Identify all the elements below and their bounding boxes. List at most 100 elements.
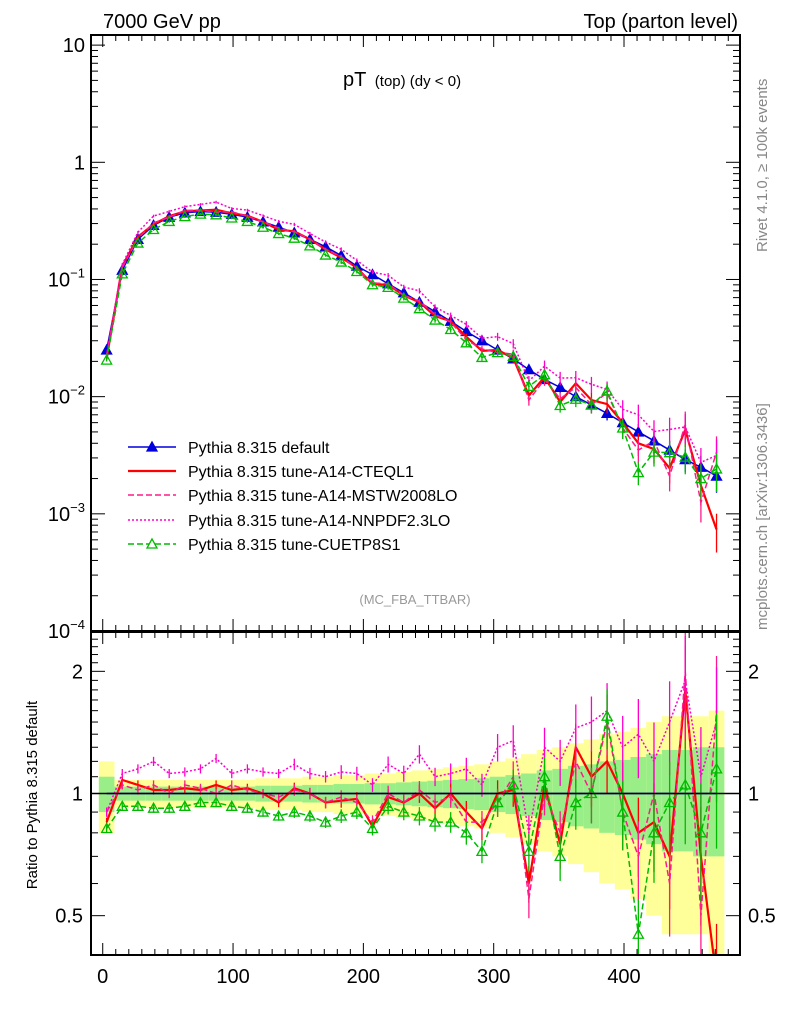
band-green [552, 768, 568, 823]
x-tick-label: 300 [477, 966, 510, 988]
ratio-point [397, 805, 410, 817]
ratio-point [147, 801, 160, 813]
legend: Pythia 8.315 default Pythia 8.315 tune-A1… [128, 440, 457, 554]
y-tick-label: 10−4 [48, 617, 85, 643]
data-point [178, 210, 191, 222]
data-point [100, 353, 113, 365]
ratio-point [694, 826, 708, 838]
data-point [585, 398, 598, 410]
ratio-point [663, 796, 676, 808]
analysis-tag: (MC_FBA_TTBAR) [359, 592, 470, 607]
ratio-point [194, 796, 207, 808]
ratio-point [507, 778, 520, 790]
y-tick-label: 10−1 [48, 265, 85, 291]
ratio-point [256, 805, 270, 817]
ratio-point [272, 809, 285, 821]
ratio-point [225, 799, 238, 811]
data-point [350, 265, 363, 277]
data-point [303, 239, 317, 251]
ratio-point [491, 796, 504, 808]
ratio-point [679, 778, 692, 790]
data-point [600, 384, 614, 396]
series-line-4 [105, 213, 717, 480]
data-point [147, 223, 160, 235]
ratio-point [569, 796, 582, 808]
data-point [475, 351, 489, 363]
data-point [116, 267, 129, 279]
ratio-point [413, 809, 426, 821]
band-green [521, 773, 537, 817]
data-point [491, 346, 504, 358]
ratio-tick-label-right: 0.5 [748, 906, 776, 928]
header-left: 7000 GeV pp [103, 11, 221, 33]
ratio-point [319, 815, 332, 827]
band-green [599, 761, 615, 833]
data-point [554, 399, 567, 411]
data-point [256, 220, 270, 232]
data-point [272, 227, 285, 239]
ratio-point [600, 709, 614, 721]
ratio-tick-label-left: 1 [72, 784, 83, 806]
ratio-point [178, 799, 191, 811]
data-point [460, 336, 473, 348]
plot-title-sub: (top) (dy < 0) [375, 73, 461, 90]
ratio-point [444, 815, 457, 827]
x-tick-label: 400 [607, 966, 640, 988]
ratio-ylabel: Ratio to Pythia 8.315 default [24, 700, 41, 889]
data-point [632, 466, 645, 478]
ratio-point [460, 826, 473, 838]
ratio-line-1 [105, 689, 715, 955]
data-point [366, 278, 379, 290]
data-point [382, 281, 395, 293]
ratio-tick-label-right: 1 [748, 784, 759, 806]
data-point [335, 255, 348, 267]
ratio-point [647, 826, 661, 838]
ratio-line-3 [105, 677, 718, 833]
ratio-point [554, 850, 567, 862]
ratio-point [522, 845, 535, 857]
rivet-label: Rivet 4.1.0, ≥ 100k events [754, 79, 771, 252]
ratio-point [382, 799, 395, 811]
data-point [663, 446, 676, 458]
main-marks [100, 200, 723, 553]
ratio-point [163, 801, 176, 813]
ratio-point [288, 805, 301, 817]
data-point [210, 208, 223, 220]
ratio-line-4 [106, 716, 718, 935]
y-tick-label: 10−2 [48, 383, 85, 409]
data-point [679, 450, 692, 462]
ratio-point [303, 809, 317, 821]
data-point [428, 313, 442, 325]
ratio-tick-label-left: 0.5 [55, 906, 83, 928]
ratio-point [100, 822, 113, 834]
ratio-point [428, 815, 442, 827]
ratio-point [210, 796, 223, 808]
plot-title-main: pT [343, 69, 366, 91]
legend-label-1: Pythia 8.315 tune-A14-CTEQL1 [188, 464, 414, 481]
data-point [241, 215, 254, 227]
x-tick-label: 0 [97, 966, 108, 988]
ratio-point [475, 845, 489, 857]
data-point [694, 472, 708, 484]
data-point [288, 231, 301, 243]
mcplots-label: mcplots.cern.ch [arXiv:1306.3436] [754, 403, 771, 630]
ratio-point [116, 799, 129, 811]
data-point [569, 392, 582, 404]
ratio-point [538, 770, 551, 782]
series-line-2 [105, 209, 718, 503]
data-point [225, 211, 238, 223]
data-point [319, 248, 332, 260]
data-point [616, 421, 629, 433]
legend-marker-0 [145, 440, 159, 452]
ratio-tick-label-right: 2 [748, 661, 759, 683]
ratio-point [616, 805, 629, 817]
x-tick-label: 200 [347, 966, 380, 988]
legend-label-4: Pythia 8.315 tune-CUETP8S1 [188, 537, 401, 554]
header-right: Top (parton level) [583, 11, 738, 33]
data-point [507, 350, 520, 362]
ratio-point [710, 762, 723, 774]
ratio-point [131, 799, 145, 811]
ratio-point [241, 801, 254, 813]
data-point [397, 291, 410, 303]
data-point [163, 215, 176, 227]
